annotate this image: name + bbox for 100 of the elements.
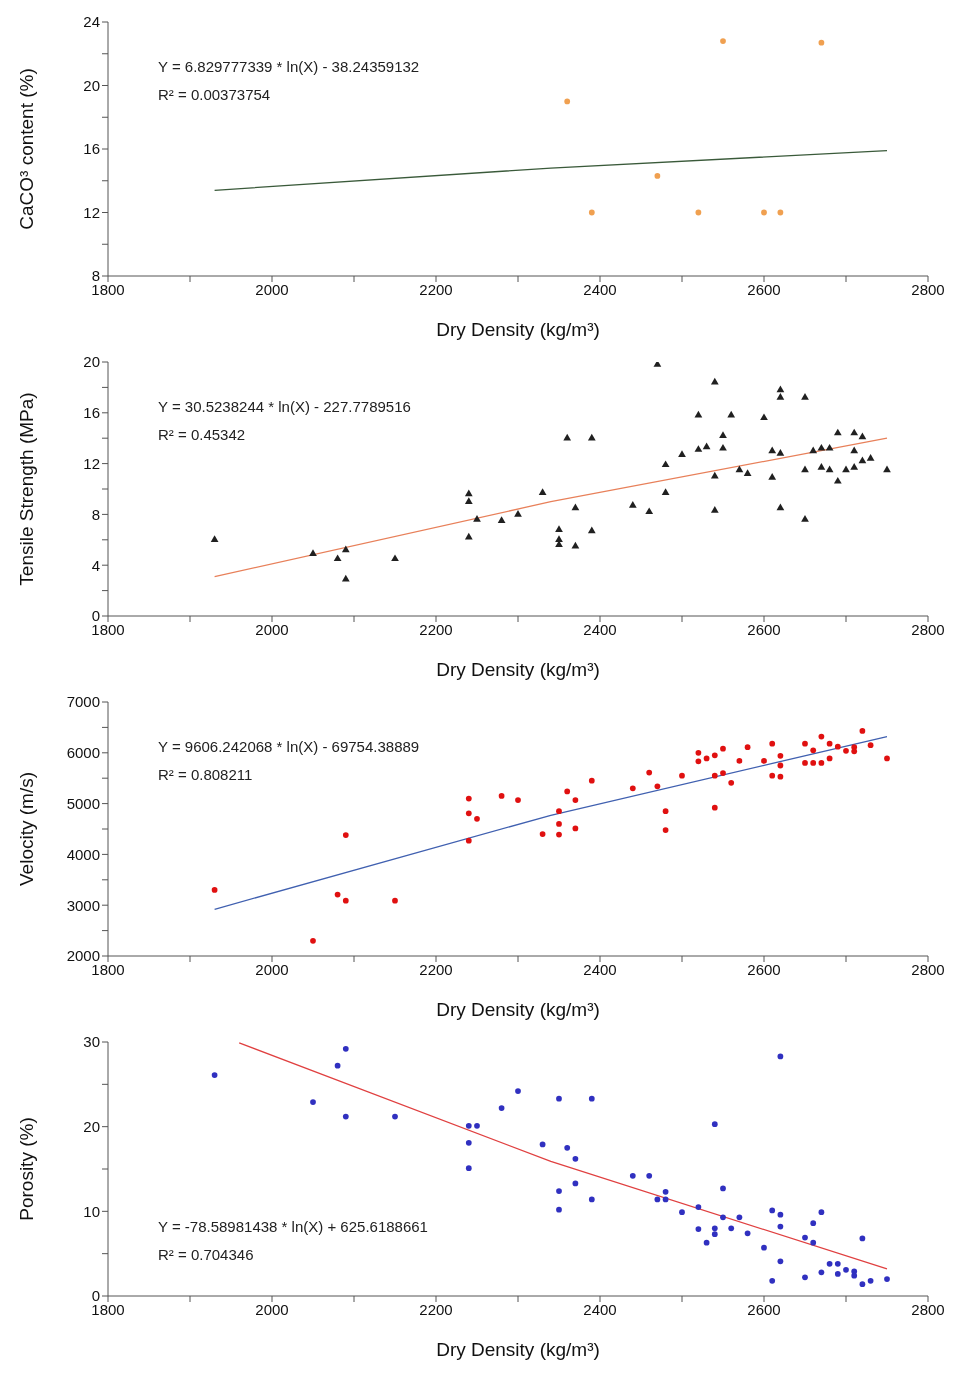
x-tick-label: 2800 <box>911 960 945 978</box>
point <box>564 98 571 105</box>
y-tick-label: 6000 <box>66 744 100 762</box>
y-tick-label: 5000 <box>66 794 100 812</box>
y-tick-label: 12 <box>83 454 100 472</box>
x-tick-label: 2000 <box>255 960 289 978</box>
point <box>662 827 669 833</box>
x-tick-label: 2800 <box>911 280 945 298</box>
x-tick-label: 2400 <box>583 960 617 978</box>
y-axis-title: Tensile Strength (MPa) <box>15 392 37 586</box>
point <box>465 795 472 802</box>
point <box>474 815 480 822</box>
point <box>818 39 825 46</box>
annotation: R² = 0.45342 <box>158 425 247 445</box>
point <box>761 758 767 764</box>
annotation: Y = 6.829777339 * ln(X) - 38.24359132 <box>158 57 420 77</box>
y-tick-label: 20 <box>83 353 100 371</box>
point <box>662 808 669 815</box>
y-tick-label: 10 <box>83 1202 100 1220</box>
x-tick-label: 2200 <box>419 1300 453 1318</box>
point <box>564 788 571 795</box>
x-axis-title: Dry Density (kg/m³) <box>436 659 600 680</box>
point <box>556 808 562 815</box>
point <box>392 897 398 904</box>
point <box>867 742 874 749</box>
point <box>711 752 718 759</box>
point <box>539 831 546 837</box>
point <box>646 769 653 776</box>
point <box>826 740 833 747</box>
x-tick-label: 2600 <box>747 960 781 978</box>
y-tick-label: 16 <box>83 140 100 158</box>
point <box>761 209 767 216</box>
point <box>884 755 890 762</box>
point <box>334 891 341 898</box>
point <box>818 760 825 766</box>
x-tick-label: 2400 <box>583 1300 617 1318</box>
point <box>342 897 349 904</box>
point <box>654 783 661 790</box>
point <box>498 793 505 799</box>
x-tick-label: 2000 <box>255 620 289 638</box>
point <box>342 832 349 838</box>
point <box>695 209 702 216</box>
x-tick-label: 2000 <box>255 280 289 298</box>
annotation: Y = 9606.242068 * ln(X) - 69754.38889 <box>158 737 420 757</box>
x-tick-label: 2200 <box>419 620 453 638</box>
point <box>572 825 579 832</box>
point <box>711 804 718 811</box>
x-tick-label: 2400 <box>583 280 617 298</box>
point <box>588 777 595 784</box>
y-tick-label: 3000 <box>66 896 100 914</box>
y-tick-label: 4 <box>91 556 100 574</box>
x-tick-label: 2200 <box>419 960 453 978</box>
annotation: R² = 0.00373754 <box>158 85 272 105</box>
annotation: Y = 30.5238244 * ln(X) - 227.7789516 <box>158 397 411 417</box>
point <box>777 752 784 759</box>
y-tick-label: 24 <box>83 13 100 31</box>
point <box>654 173 661 179</box>
point <box>720 745 726 752</box>
annotation: R² = 0.808211 <box>158 765 254 785</box>
point <box>834 743 841 750</box>
point <box>810 760 817 766</box>
x-axis-title: Dry Density (kg/m³) <box>436 999 600 1020</box>
point <box>736 758 743 764</box>
annotation: Y = -78.58981438 * ln(X) + 625.6188661 <box>158 1217 428 1237</box>
y-tick-label: 20 <box>83 76 100 94</box>
point <box>556 831 562 838</box>
point <box>802 760 808 766</box>
point <box>851 748 858 755</box>
y-axis-title: Porosity (%) <box>15 1117 37 1221</box>
x-tick-label: 2200 <box>419 280 453 298</box>
point <box>588 209 595 216</box>
point <box>818 733 825 740</box>
y-tick-label: 30 <box>83 1033 100 1051</box>
x-tick-label: 2800 <box>911 1300 945 1318</box>
point <box>695 749 702 756</box>
point <box>465 837 472 844</box>
point <box>695 758 702 765</box>
point <box>843 747 849 754</box>
point <box>720 38 726 44</box>
point <box>679 772 685 779</box>
point <box>556 821 562 827</box>
point <box>515 797 521 803</box>
x-tick-label: 2400 <box>583 620 617 638</box>
point <box>465 810 472 817</box>
y-tick-label: 16 <box>83 404 100 422</box>
point <box>769 772 776 779</box>
x-tick-label: 2000 <box>255 1300 289 1318</box>
point <box>720 770 726 776</box>
point <box>703 755 710 762</box>
y-tick-label: 7000 <box>66 693 100 711</box>
annotation: R² = 0.704346 <box>158 1245 255 1265</box>
x-axis-title: Dry Density (kg/m³) <box>436 319 600 340</box>
y-tick-label: 20 <box>83 1117 100 1135</box>
point <box>769 740 776 747</box>
point <box>777 209 784 216</box>
point <box>310 937 316 944</box>
point <box>744 744 751 751</box>
y-tick-label: 4000 <box>66 845 100 863</box>
point <box>629 785 636 792</box>
point <box>826 755 833 762</box>
